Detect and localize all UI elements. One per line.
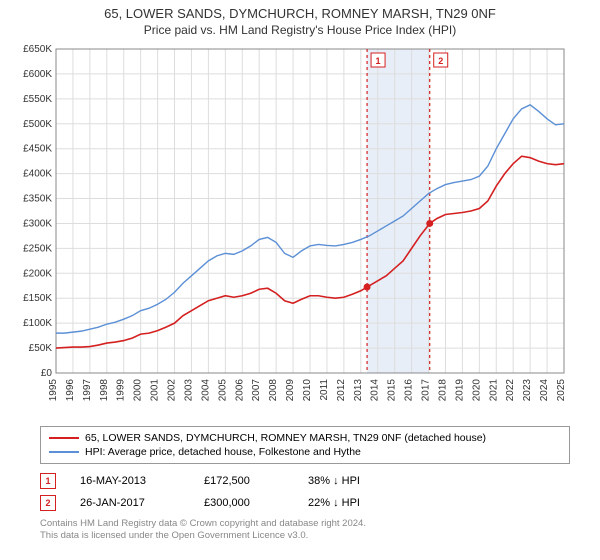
svg-text:2010: 2010 — [302, 379, 313, 402]
svg-text:1997: 1997 — [82, 379, 93, 402]
svg-text:2024: 2024 — [539, 379, 550, 402]
footer: Contains HM Land Registry data © Crown c… — [40, 518, 570, 543]
svg-text:£400K: £400K — [23, 169, 52, 180]
legend-label: 65, LOWER SANDS, DYMCHURCH, ROMNEY MARSH… — [85, 432, 486, 444]
svg-text:£550K: £550K — [23, 94, 52, 105]
svg-text:£600K: £600K — [23, 69, 52, 80]
legend-row: HPI: Average price, detached house, Folk… — [49, 445, 561, 459]
svg-text:2021: 2021 — [488, 379, 499, 402]
svg-text:2023: 2023 — [522, 379, 533, 402]
svg-text:2005: 2005 — [217, 379, 228, 402]
svg-text:1999: 1999 — [116, 379, 127, 402]
svg-text:2014: 2014 — [370, 379, 381, 402]
svg-text:2008: 2008 — [268, 379, 279, 402]
sale-price: £172,500 — [204, 475, 284, 487]
legend-label: HPI: Average price, detached house, Folk… — [85, 446, 361, 458]
svg-text:2016: 2016 — [404, 379, 415, 402]
legend-box: 65, LOWER SANDS, DYMCHURCH, ROMNEY MARSH… — [40, 426, 570, 464]
chart-subtitle: Price paid vs. HM Land Registry's House … — [0, 23, 600, 37]
svg-text:2011: 2011 — [319, 379, 330, 401]
sale-marker: 1 — [40, 473, 56, 489]
svg-text:1995: 1995 — [48, 379, 59, 402]
legend-row: 65, LOWER SANDS, DYMCHURCH, ROMNEY MARSH… — [49, 431, 561, 445]
footer-line-2: This data is licensed under the Open Gov… — [40, 530, 570, 542]
svg-text:2002: 2002 — [167, 379, 178, 402]
page-container: 65, LOWER SANDS, DYMCHURCH, ROMNEY MARSH… — [0, 0, 600, 543]
svg-text:1: 1 — [376, 56, 381, 66]
sales-table: 1 16-MAY-2013 £172,500 38% ↓ HPI 2 26-JAN-201… — [40, 470, 570, 514]
sale-date: 16-MAY-2013 — [80, 475, 180, 487]
svg-text:2019: 2019 — [454, 379, 465, 402]
legend-swatch — [49, 437, 79, 439]
svg-text:2009: 2009 — [285, 379, 296, 402]
svg-text:2012: 2012 — [336, 379, 347, 402]
svg-text:2017: 2017 — [421, 379, 432, 402]
sale-price: £300,000 — [204, 497, 284, 509]
svg-text:£450K: £450K — [23, 144, 52, 155]
svg-text:2025: 2025 — [556, 379, 567, 402]
svg-text:2022: 2022 — [505, 379, 516, 402]
titles: 65, LOWER SANDS, DYMCHURCH, ROMNEY MARSH… — [0, 0, 600, 39]
sale-row: 2 26-JAN-2017 £300,000 22% ↓ HPI — [40, 492, 570, 514]
svg-text:£150K: £150K — [23, 293, 52, 304]
svg-text:2: 2 — [438, 56, 443, 66]
svg-text:2015: 2015 — [387, 379, 398, 402]
svg-text:£50K: £50K — [29, 343, 53, 354]
svg-text:£300K: £300K — [23, 218, 52, 229]
svg-text:2020: 2020 — [471, 379, 482, 402]
sale-marker: 2 — [40, 495, 56, 511]
svg-text:2001: 2001 — [150, 379, 161, 402]
svg-text:1998: 1998 — [99, 379, 110, 402]
svg-text:2013: 2013 — [353, 379, 364, 402]
svg-text:£250K: £250K — [23, 243, 52, 254]
svg-text:2018: 2018 — [437, 379, 448, 402]
sale-pct: 38% ↓ HPI — [308, 475, 408, 487]
line-chart: £0 £50K £100K £150K £200K £250K £300K £350K £400… — [10, 43, 570, 413]
svg-text:£650K: £650K — [23, 44, 52, 55]
svg-text:£500K: £500K — [23, 119, 52, 130]
svg-text:£200K: £200K — [23, 268, 52, 279]
svg-text:£0: £0 — [41, 368, 53, 379]
legend-swatch — [49, 451, 79, 453]
svg-text:£100K: £100K — [23, 318, 52, 329]
svg-text:1996: 1996 — [65, 379, 76, 402]
footer-line-1: Contains HM Land Registry data © Crown c… — [40, 518, 570, 530]
sale-date: 26-JAN-2017 — [80, 497, 180, 509]
sale-row: 1 16-MAY-2013 £172,500 38% ↓ HPI — [40, 470, 570, 492]
svg-text:2006: 2006 — [234, 379, 245, 402]
svg-text:2007: 2007 — [251, 379, 262, 402]
svg-text:2004: 2004 — [200, 379, 211, 402]
chart-area: £0 £50K £100K £150K £200K £250K £300K £350K £400… — [10, 43, 590, 418]
sale-pct: 22% ↓ HPI — [308, 497, 408, 509]
svg-text:2003: 2003 — [183, 379, 194, 402]
chart-title: 65, LOWER SANDS, DYMCHURCH, ROMNEY MARSH… — [0, 6, 600, 21]
svg-text:2000: 2000 — [133, 379, 144, 402]
svg-text:£350K: £350K — [23, 194, 52, 205]
